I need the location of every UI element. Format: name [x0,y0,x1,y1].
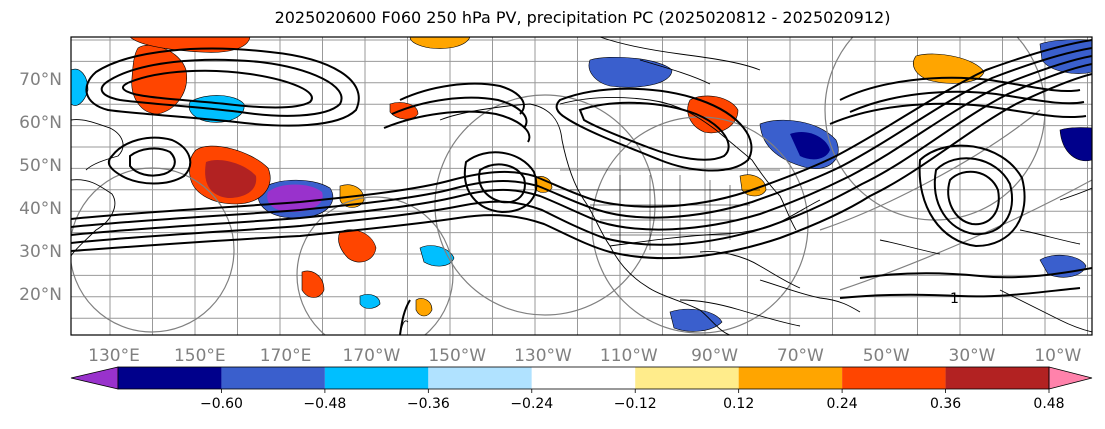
pos-anomaly-patch [534,176,553,193]
pos-anomaly-patch [338,229,377,263]
longitude-label: 70°W [777,346,824,366]
longitude-label: 150°W [428,346,486,366]
longitude-label: 30°W [949,346,996,366]
colorbar: −0.60 −0.48 −0.36 −0.24 −0.12 0.12 0.24 0.36 0.4… [70,366,1093,412]
neg-anomaly-patch [267,184,323,212]
colorbar-tick-label: 0.24 [827,396,858,412]
pos-anomaly-patch [415,298,433,317]
pos-anomaly-patch [913,53,985,84]
neg-anomaly-patch [359,294,381,309]
colorbar-tick-label: −0.12 [614,396,657,412]
longitude-label: 150°E [174,346,226,366]
colorbar-segment [531,367,636,389]
longitude-labels: 130°E 150°E 170°E 170°W 150°W 130°W 110°W 90°W 7… [88,346,1081,366]
latitude-label: 30°N [19,242,62,262]
colorbar-segment [118,367,222,389]
longitude-label: 170°W [343,346,401,366]
longitude-label: 130°E [88,346,140,366]
precip-anomaly-fills [71,37,1092,332]
colorbar-tick-label: 0.12 [723,396,754,412]
colorbar-tick-label: −0.60 [200,396,243,412]
neg-anomaly-patch [588,56,673,88]
colorbar-tick-label: 0.48 [1033,396,1064,412]
colorbar-segment [221,367,325,389]
colorbar-tick-label: −0.48 [303,396,346,412]
colorbar-segment [842,367,946,389]
pos-anomaly-patch [301,270,325,298]
latitude-label: 40°N [19,199,62,219]
map-frame [70,36,1093,336]
pv-contours [71,39,1092,335]
longitude-label: 110°W [600,346,658,366]
colorbar-segment [945,367,1049,389]
pos-anomaly-patch [687,95,739,134]
latitude-label: 50°N [19,156,62,176]
longitude-label: 130°W [514,346,572,366]
neg-anomaly-patch [1059,127,1092,162]
colorbar-segment [635,367,739,389]
colorbar-extend-low [70,366,119,390]
colorbar-tick-label: −0.24 [510,396,553,412]
latitude-label: 70°N [19,70,62,90]
pos-anomaly-patch [409,37,471,49]
longitude-label: 50°W [863,346,910,366]
colorbar-tick-label: 0.36 [930,396,961,412]
colorbar-segment [324,367,429,389]
longitude-label: 170°E [260,346,312,366]
colorbar-outline [117,366,1050,390]
longitude-label: 90°W [691,346,738,366]
latitude-labels: 70°N 60°N 50°N 40°N 30°N 20°N [19,70,62,305]
neg-anomaly-patch [669,309,723,332]
latitude-label: 60°N [19,113,62,133]
colorbar-extend-high [1048,366,1093,390]
longitude-label: 10°W [1034,346,1081,366]
colorbar-segment [428,367,532,389]
pos-anomaly-patch [739,174,767,197]
latitude-label: 20°N [19,285,62,305]
colorbar-segment [738,367,843,389]
neg-anomaly-patch [71,68,89,106]
map-title: 2025020600 F060 250 hPa PV, precipitatio… [274,8,891,27]
colorbar-tick-label: −0.36 [407,396,450,412]
contour-label: 1 [950,291,959,307]
neg-anomaly-patch [790,131,830,160]
pos-anomaly-patch [205,159,257,198]
